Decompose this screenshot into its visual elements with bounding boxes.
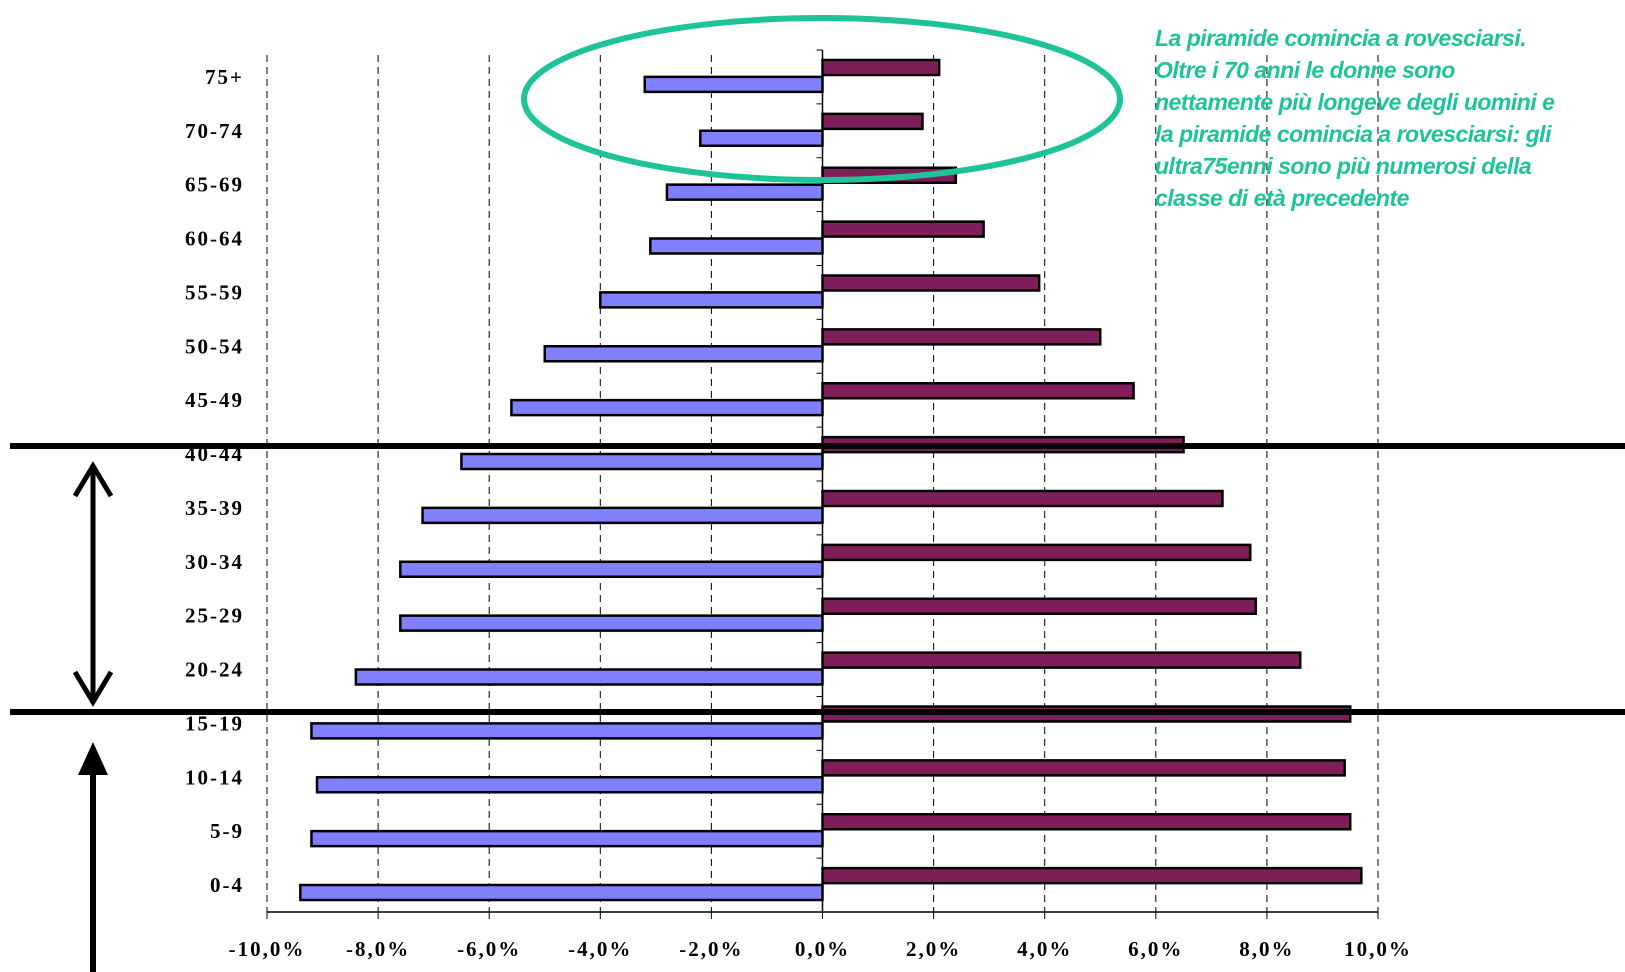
y-category-label: 55-59	[185, 280, 244, 304]
y-axis-category-labels: 0-45-910-1415-1920-2425-2930-3435-3940-4…	[185, 65, 244, 897]
bar-male	[699, 129, 824, 147]
x-tick-label: -2,0%	[679, 937, 743, 961]
bar-female	[821, 328, 1102, 346]
y-category-label: 35-39	[185, 496, 244, 520]
bar-male	[299, 883, 824, 902]
y-category-label: 20-24	[185, 658, 244, 682]
y-axis	[266, 49, 1379, 919]
x-tick-label: -4,0%	[568, 937, 632, 961]
bar-female	[821, 489, 1224, 508]
bar-male	[643, 75, 824, 94]
x-tick-label: 0,0%	[795, 937, 850, 961]
bar-male	[399, 614, 824, 632]
x-tick-label: -8,0%	[346, 937, 410, 961]
y-category-label: 15-19	[185, 711, 244, 735]
bar-male	[649, 237, 824, 255]
up-arrow-icon	[78, 742, 108, 972]
bar-male	[599, 291, 824, 309]
bar-female	[821, 274, 1041, 292]
bar-male	[543, 345, 824, 363]
y-category-label: 60-64	[185, 227, 244, 251]
bar-male	[399, 560, 824, 578]
bar-male	[460, 452, 824, 471]
y-category-label: 10-14	[185, 765, 244, 789]
bar-male	[315, 776, 824, 794]
bar-female	[821, 651, 1302, 669]
bar-female	[821, 759, 1346, 777]
bar-female	[821, 813, 1352, 831]
bar-female	[821, 112, 924, 131]
bar-female	[821, 382, 1135, 400]
y-category-label: 65-69	[185, 173, 244, 197]
y-category-label: 45-49	[185, 388, 244, 412]
y-category-label: 50-54	[185, 334, 244, 358]
bar-male	[665, 183, 824, 201]
bar-male	[354, 668, 824, 686]
bar-male	[421, 506, 824, 525]
y-category-label: 30-34	[185, 550, 244, 574]
bar-female	[821, 866, 1363, 885]
x-tick-label: -6,0%	[457, 937, 521, 961]
bar-female	[821, 543, 1252, 562]
x-tick-label: 2,0%	[906, 937, 961, 961]
annotation-text: La piramide comincia a rovesciarsi. Oltr…	[1155, 25, 1555, 211]
x-tick-label: 8,0%	[1239, 937, 1294, 961]
x-tick-label: 4,0%	[1017, 937, 1072, 961]
y-category-label: 75+	[205, 65, 244, 89]
y-category-label: 5-9	[210, 819, 244, 843]
y-category-label: 0-4	[210, 873, 244, 897]
double-arrow-icon	[72, 461, 114, 707]
x-axis-tick-labels: -10,0% -8,0% -6,0% -4,0% -2,0% 0,0% 2,0% 4,0% 6,…	[229, 937, 1412, 961]
x-tick-label: 6,0%	[1128, 937, 1183, 961]
bar-female	[821, 220, 985, 238]
highlight-ellipse	[521, 15, 1123, 183]
y-category-label: 70-74	[185, 119, 244, 143]
bar-male	[310, 829, 824, 848]
bar-male	[510, 398, 824, 417]
y-category-label: 25-29	[185, 604, 244, 628]
x-tick-label: 10,0%	[1344, 937, 1412, 961]
bar-female	[821, 597, 1258, 615]
bar-female	[821, 58, 941, 77]
bar-male	[310, 722, 824, 740]
x-tick-label: -10,0%	[229, 937, 306, 961]
